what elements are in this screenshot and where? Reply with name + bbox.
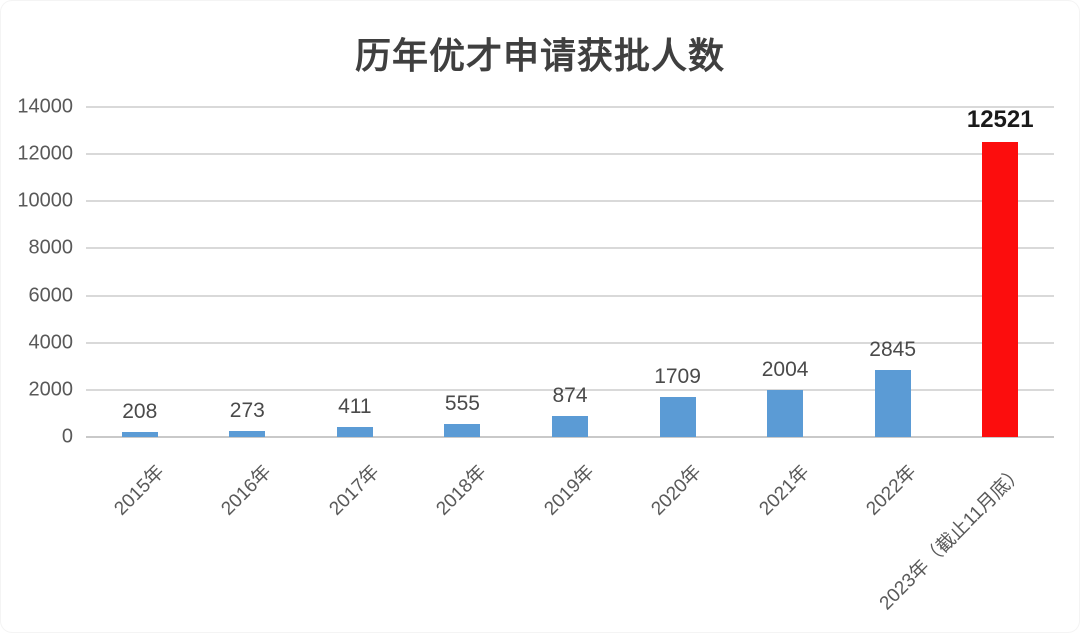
bar (659, 396, 696, 437)
bar-value-label: 208 (122, 400, 158, 424)
bar (121, 432, 158, 437)
bar (229, 430, 266, 437)
y-axis-tick-label: 10000 (17, 189, 73, 212)
gridline-12000 (86, 153, 1054, 156)
x-axis-tick-label: 2022年 (862, 461, 922, 520)
plot-area: 0 2000 4000 6000 8000 10000 12000 14000 208 2015年… (17, 96, 1054, 614)
y-axis-tick-label: 2000 (28, 378, 74, 401)
gridline-8000 (86, 247, 1054, 250)
x-axis-tick-label: 2020年 (647, 461, 706, 520)
gridline-10000 (86, 200, 1054, 203)
gridline-2000 (86, 388, 1054, 391)
bar-value-label: 2004 (761, 357, 809, 381)
x-axis-tick-label: 2017年 (325, 461, 384, 520)
x-axis-tick-label: 2016年 (217, 461, 276, 520)
y-axis-tick-label: 14000 (17, 95, 73, 118)
y-axis-tick-label: 12000 (17, 142, 73, 165)
x-axis-tick-label: 2021年 (755, 461, 814, 520)
bar (444, 423, 481, 437)
bar-value-label: 12521 (966, 105, 1034, 133)
y-axis-tick-label: 0 (61, 425, 73, 448)
gridline-4000 (86, 341, 1054, 344)
bar (874, 369, 911, 437)
bar (336, 427, 373, 437)
y-axis-tick-label: 4000 (28, 331, 74, 354)
gridline-14000 (86, 106, 1054, 108)
gridline-6000 (86, 294, 1054, 297)
bar-value-label: 874 (552, 384, 588, 408)
bar (982, 141, 1019, 437)
gridline-0 (86, 436, 1054, 438)
bar-value-label: 1709 (654, 364, 701, 388)
x-axis-tick-label: 2015年 (109, 461, 169, 520)
bar-value-label: 273 (229, 398, 265, 422)
y-axis-tick-label: 8000 (28, 236, 74, 259)
y-axis-tick-label: 6000 (28, 284, 74, 307)
bar (767, 389, 804, 437)
chart-title: 历年优才申请获批人数 (354, 35, 725, 76)
x-axis-tick-label: 2018年 (432, 461, 491, 520)
bar (552, 416, 588, 437)
bar-value-label: 555 (444, 391, 480, 415)
x-axis-tick-label: 2019年 (540, 461, 599, 520)
bar-value-label: 2845 (869, 337, 917, 361)
bar-value-label: 411 (338, 395, 372, 419)
